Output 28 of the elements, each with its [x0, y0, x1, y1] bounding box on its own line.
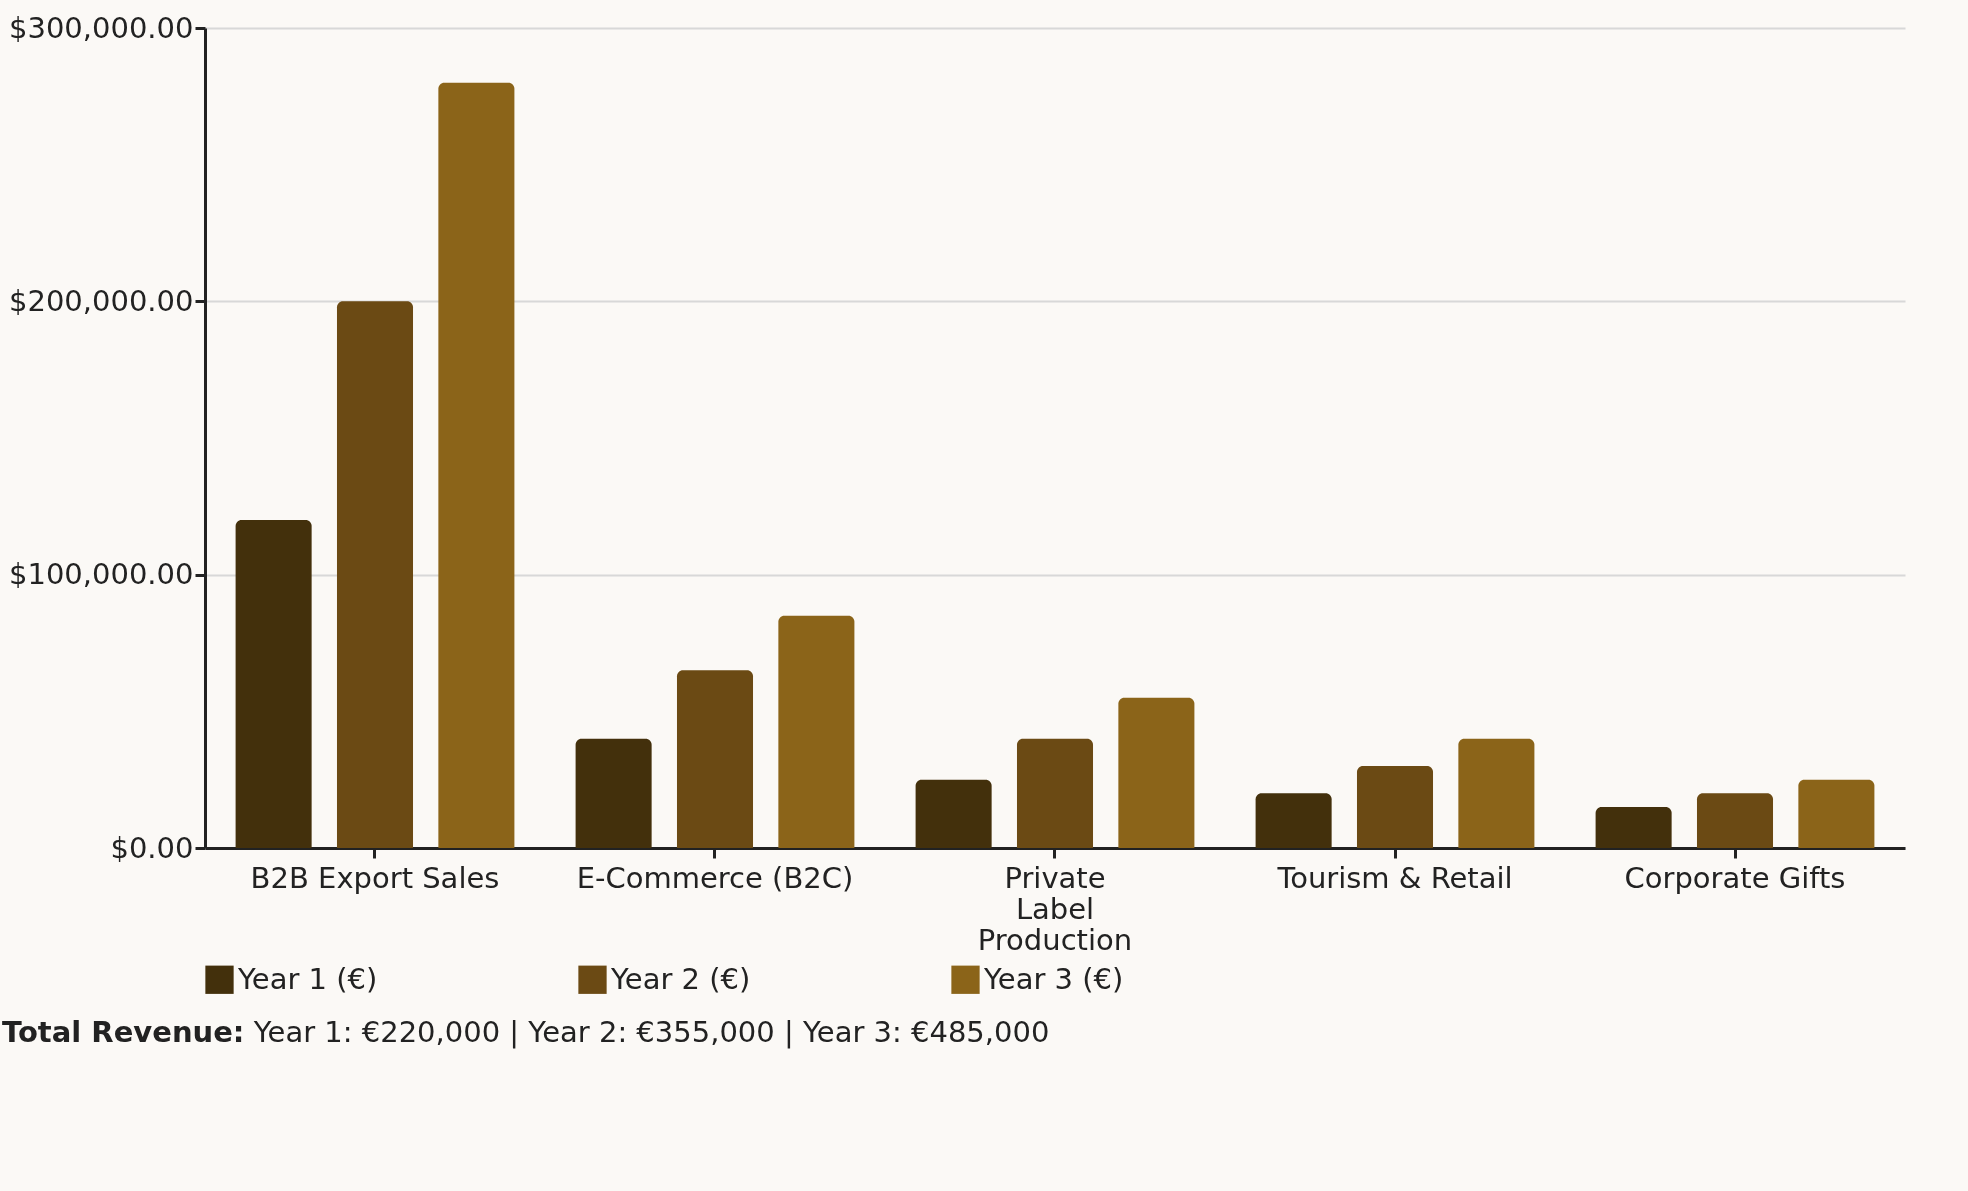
x-tick-label: Corporate Gifts	[1624, 860, 1846, 895]
x-tick-label: B2B Export Sales	[250, 860, 500, 895]
bar	[1255, 793, 1332, 848]
y-tick-label: $100,000.00	[9, 557, 194, 592]
text: Total Revenue: Year 1: €220,000 | Year 2: €355,000 | Year 3: €485,000	[2, 1015, 1051, 1049]
bar	[778, 615, 855, 848]
legend-label: Year 1 (€)	[237, 961, 378, 996]
bar	[915, 779, 992, 848]
bar	[438, 82, 515, 848]
bar	[1356, 766, 1434, 848]
bar	[1458, 738, 1535, 848]
y-tick-label: $300,000.00	[9, 10, 194, 45]
bar	[336, 301, 414, 848]
legend-label: Year 3 (€)	[983, 961, 1124, 996]
bar	[676, 670, 754, 848]
bar	[1016, 738, 1094, 848]
legend-label: Year 2 (€)	[610, 961, 751, 996]
bar	[235, 520, 312, 848]
y-tick-label: $200,000.00	[9, 283, 194, 318]
bar	[1798, 779, 1875, 848]
bar	[575, 738, 652, 848]
x-tick-label: Private Label Production	[977, 860, 1133, 957]
y-tick-label: $0.00	[110, 830, 194, 865]
bar	[1696, 793, 1774, 848]
bar	[1595, 807, 1672, 848]
bar	[1118, 697, 1195, 848]
x-tick-label: E-Commerce (B2C)	[576, 860, 854, 895]
x-tick-label: Tourism & Retail	[1276, 860, 1513, 895]
